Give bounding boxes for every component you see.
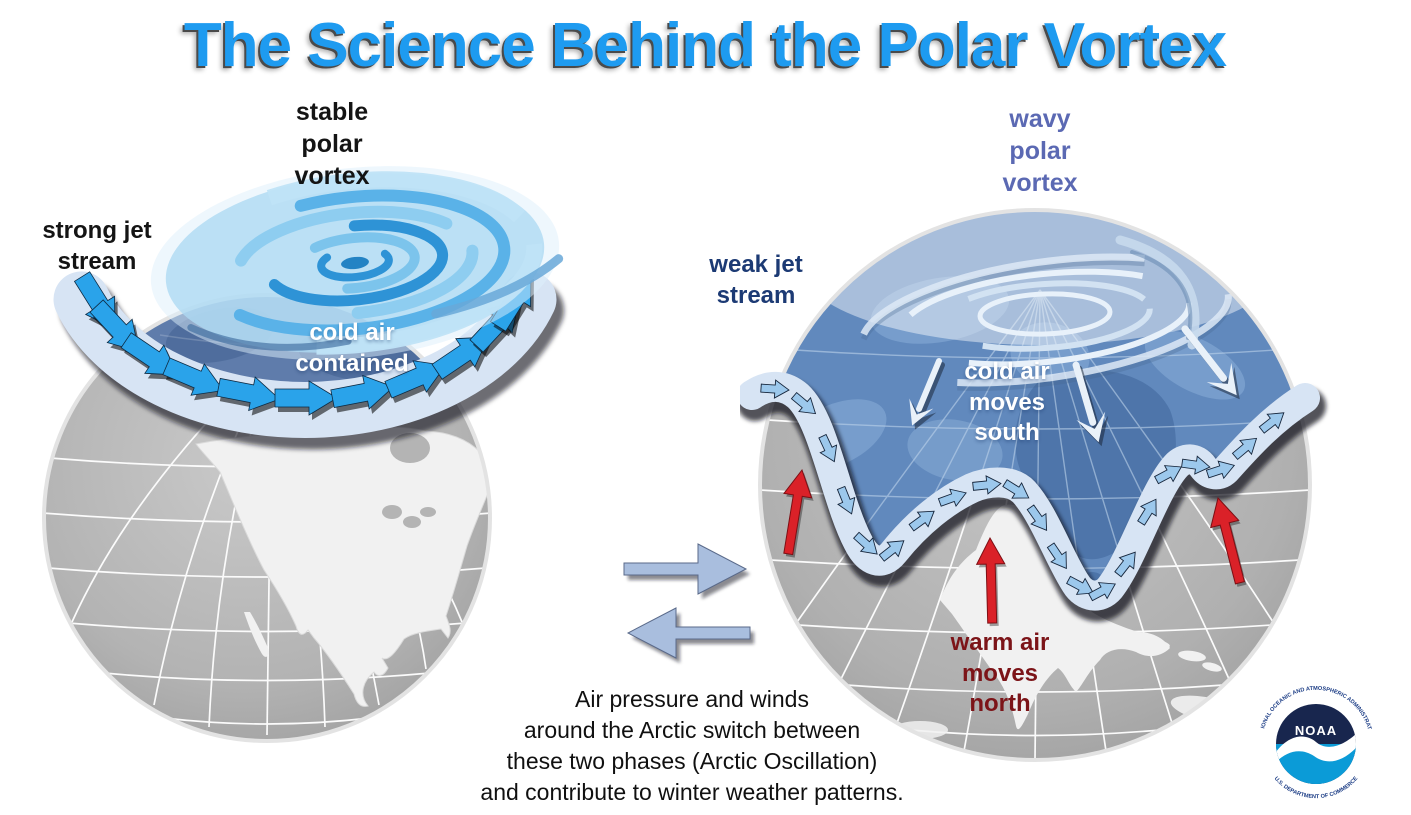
arctic-oscillation-caption: Air pressure and winds around the Arctic… — [480, 684, 903, 808]
island — [1178, 650, 1206, 662]
noaa-wordmark: NOAA — [1295, 723, 1337, 738]
label-line: south — [974, 419, 1040, 447]
label-line: vortex — [1002, 169, 1078, 197]
label-line: stream — [716, 281, 796, 309]
label-line: cold air — [309, 319, 395, 346]
noaa-logo: NOAA NATIONAL OCEANIC AND ATMOSPHERIC AD… — [1244, 678, 1372, 800]
label-weak-jet-stream: weak jet stream — [709, 250, 802, 311]
label-line: weak jet — [709, 251, 803, 278]
label-line: north — [969, 690, 1031, 718]
ripple-tail — [1115, 235, 1200, 350]
label-line: stream — [57, 247, 137, 275]
caption-line: and contribute to winter weather pattern… — [480, 779, 904, 805]
label-line: cold air — [964, 358, 1050, 385]
greenland — [1010, 322, 1090, 388]
noaa-emblem — [1276, 704, 1356, 784]
hudson-bay — [390, 433, 430, 463]
island — [524, 637, 566, 663]
swirl-tail — [431, 254, 564, 319]
caption-line: around the Arctic switch between — [523, 717, 861, 743]
caption-line: Air pressure and winds — [575, 686, 809, 712]
switch-right-arrow-icon — [623, 543, 748, 595]
label-stable-polar-vortex: stable polar vortex — [294, 96, 369, 192]
switch-arrows — [623, 543, 751, 659]
arctic-landmass — [907, 419, 1003, 481]
caption-line: these two phases (Arctic Oscillation) — [506, 748, 878, 774]
switch-left-arrow-icon — [626, 607, 751, 659]
label-cold-air-contained: cold air contained — [295, 318, 408, 379]
label-wavy-polar-vortex: wavy polar vortex — [1002, 103, 1077, 199]
globe-rim-highlight — [758, 208, 1312, 762]
stable-globe-illustration — [42, 166, 566, 743]
polar-vortex-swirl — [150, 166, 564, 360]
label-strong-jet-stream: strong jet stream — [42, 216, 151, 277]
label-line: warm air — [950, 629, 1050, 656]
baja-peninsula — [244, 612, 269, 657]
label-line: stable — [295, 98, 369, 126]
phase-switch-arrows — [623, 543, 754, 663]
great-lake — [403, 516, 421, 528]
label-cold-air-moves-south: cold air moves south — [964, 357, 1049, 449]
label-line: strong jet — [42, 217, 152, 244]
label-line: moves — [968, 388, 1046, 416]
noaa-seagull-icon — [1276, 734, 1356, 762]
label-line: moves — [961, 659, 1039, 687]
island — [479, 655, 490, 665]
swirl-tail — [187, 324, 352, 351]
label-warm-air-moves-north: warm air moves north — [951, 628, 1050, 720]
ripple-tail — [1130, 250, 1193, 340]
label-line: vortex — [294, 162, 370, 190]
great-lake — [420, 507, 436, 517]
island — [1146, 639, 1170, 649]
island — [1202, 662, 1222, 672]
page-title: The Science Behind the Polar Vortex — [183, 11, 1227, 80]
wavy-globe-illustration — [740, 208, 1326, 762]
arctic-landmass — [870, 276, 1010, 344]
label-line: polar — [301, 130, 363, 158]
great-lake — [382, 505, 402, 519]
label-line: contained — [295, 349, 409, 377]
label-line: polar — [1009, 137, 1071, 165]
label-line: wavy — [1009, 105, 1071, 133]
